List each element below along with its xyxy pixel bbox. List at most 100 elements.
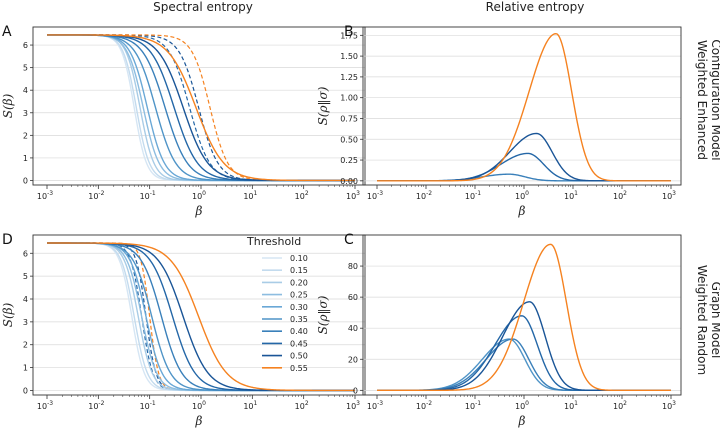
legend-title: Threshold xyxy=(246,235,301,248)
threshold-legend: Threshold 0.10 0.15 0.20 0.25 0.30 0.35 0.40 0.4… xyxy=(246,235,308,373)
x-axis-label: β xyxy=(195,414,203,428)
row-label-bottom-line2: Graph Model xyxy=(709,282,720,359)
y-tick-label: 1 xyxy=(23,364,28,373)
x-tick-label: 10-1 xyxy=(140,190,156,201)
legend-item-label: 0.40 xyxy=(290,327,308,336)
series-line xyxy=(47,242,355,392)
dashed-series-line xyxy=(47,34,355,182)
y-tick-label: 40 xyxy=(348,324,358,333)
y-axis-label: S(β) xyxy=(1,93,15,118)
x-tick-label: 101 xyxy=(243,190,257,201)
series-line xyxy=(47,34,355,182)
axes-frame xyxy=(362,234,682,396)
row-label-top-line2: Configuration Model xyxy=(709,39,720,160)
series-line xyxy=(47,34,355,182)
x-axis-label: β xyxy=(518,204,526,218)
legend-item-label: 0.45 xyxy=(290,339,308,348)
y-tick-label: 5 xyxy=(23,64,28,73)
series-line xyxy=(377,32,671,182)
y-tick-label: 1 xyxy=(23,154,28,163)
dashed-series-line xyxy=(47,34,355,182)
y-tick-label: 1.50 xyxy=(340,52,358,61)
series-line xyxy=(47,242,355,392)
y-tick-label: 0.75 xyxy=(340,114,358,123)
x-tick-label: 10-3 xyxy=(367,400,383,411)
series-line xyxy=(47,242,355,392)
x-tick-label: 10-1 xyxy=(465,190,481,201)
y-tick-label: 5 xyxy=(23,272,28,281)
series-line xyxy=(47,34,355,182)
panel-d-spectral-entropy-wrgm: D 0 1 2 3 4 5 6 10-3 10-2 10-1 100 101 102 103 β S(β) xyxy=(1,232,366,428)
y-tick-label: 80 xyxy=(348,262,358,271)
x-tick-label: 10-2 xyxy=(416,400,432,411)
x-tick-label: 10-1 xyxy=(140,400,156,411)
series-line xyxy=(47,242,355,392)
legend-item-label: 0.15 xyxy=(290,266,308,275)
axes-frame xyxy=(32,26,366,186)
panel-letter: C xyxy=(344,232,354,248)
series-line xyxy=(377,338,671,392)
series-line xyxy=(47,242,355,392)
series-line xyxy=(47,242,355,392)
legend-item-label: 0.35 xyxy=(290,315,308,324)
x-tick-label: 103 xyxy=(662,400,676,411)
y-tick-label: 0 xyxy=(23,176,28,185)
legend-item-label: 0.25 xyxy=(290,291,308,300)
y-tick-label: 4 xyxy=(23,86,28,95)
series-line xyxy=(47,34,355,182)
x-tick-label: 10-1 xyxy=(465,400,481,411)
series-line xyxy=(47,242,355,392)
panel-letter: B xyxy=(344,24,354,40)
y-tick-label: 20 xyxy=(348,355,358,364)
series-line xyxy=(47,34,355,182)
x-tick-label: 103 xyxy=(346,400,360,411)
x-tick-label: 10-3 xyxy=(367,190,383,201)
x-tick-label: 10-3 xyxy=(37,190,53,201)
y-tick-label: 0.00 xyxy=(340,177,358,186)
dashed-series-line xyxy=(47,242,355,392)
x-tick-label: 100 xyxy=(515,400,529,411)
y-tick-label: 2 xyxy=(23,341,28,350)
y-tick-label: 0.50 xyxy=(340,135,358,144)
panel-a-spectral-entropy-wecm: A 0 1 2 3 4 5 6 10-3 10-2 10-1 100 101 102 103 β S(β) xyxy=(1,24,366,218)
y-tick-label: 3 xyxy=(23,318,28,327)
x-tick-label: 101 xyxy=(243,400,257,411)
y-tick-label: 1.25 xyxy=(340,73,358,82)
legend-item-label: 0.55 xyxy=(290,364,308,373)
series-line xyxy=(377,173,671,182)
col-title-spectral: Spectral entropy xyxy=(153,0,253,14)
row-label-bottom: Weighted Random Graph Model xyxy=(695,265,720,375)
y-tick-label: 0 xyxy=(353,386,358,395)
axes-frame xyxy=(32,234,366,396)
series-line xyxy=(377,301,671,392)
row-label-top: Weighted Enhanced Configuration Model xyxy=(695,39,720,160)
series-line xyxy=(47,34,355,182)
y-tick-label: 1.00 xyxy=(340,94,358,103)
y-axis-label: S(β) xyxy=(1,302,15,327)
y-axis-label: S(ρ‖σ) xyxy=(316,295,330,334)
y-tick-label: 0.25 xyxy=(340,156,358,165)
x-tick-label: 101 xyxy=(564,400,578,411)
series-line xyxy=(47,242,355,392)
panel-c-relative-entropy-wrgm: C 0 20 40 60 80 10-3 10-2 10-1 100 101 102 103 β S(ρ‖σ… xyxy=(316,232,682,428)
series-line xyxy=(377,243,671,392)
x-axis-label: β xyxy=(195,204,203,218)
panel-b-relative-entropy-wecm: B 0.00 0.25 0.50 0.75 1.00 1.25 1.50 1.75 10-3 10-… xyxy=(316,24,682,218)
y-tick-label: 0 xyxy=(23,386,28,395)
axes-frame xyxy=(362,26,682,186)
x-tick-label: 103 xyxy=(346,190,360,201)
legend-item-label: 0.20 xyxy=(290,278,308,287)
dashed-series-line xyxy=(47,242,355,392)
x-tick-label: 103 xyxy=(662,190,676,201)
x-tick-label: 10-2 xyxy=(416,190,432,201)
dashed-series-line xyxy=(47,34,355,182)
x-tick-label: 10-2 xyxy=(88,190,104,201)
series-line xyxy=(47,34,355,182)
panel-letter: A xyxy=(2,24,12,40)
y-tick-label: 4 xyxy=(23,295,28,304)
series-line xyxy=(377,315,671,392)
y-tick-label: 6 xyxy=(23,249,28,258)
y-tick-label: 60 xyxy=(348,293,358,302)
x-tick-label: 100 xyxy=(192,190,206,201)
x-axis-label: β xyxy=(518,414,526,428)
